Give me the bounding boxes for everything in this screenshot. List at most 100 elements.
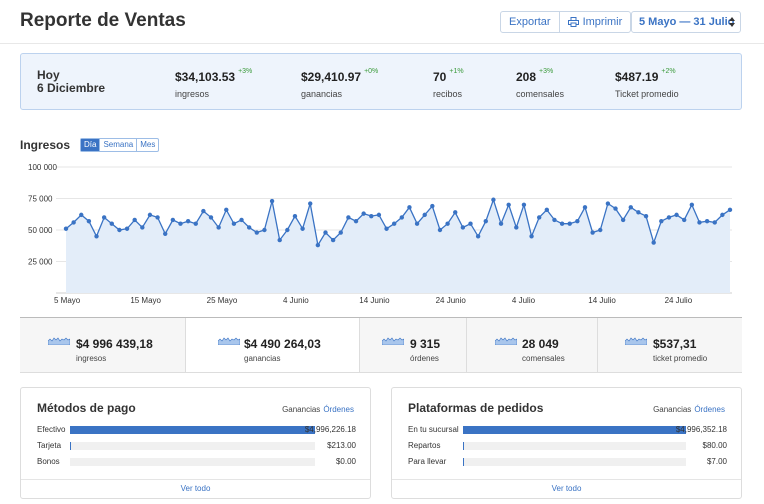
data-point[interactable] [483, 218, 488, 224]
data-point[interactable] [147, 212, 153, 218]
data-point[interactable] [170, 217, 176, 223]
data-point[interactable] [63, 226, 69, 231]
data-point[interactable] [391, 221, 397, 226]
data-point[interactable] [231, 221, 237, 226]
tab-dia[interactable]: Día [81, 139, 100, 151]
data-point[interactable] [163, 231, 168, 236]
data-point[interactable] [124, 226, 130, 231]
export-button[interactable]: Exportar [501, 12, 559, 32]
data-point[interactable] [674, 212, 679, 218]
data-point[interactable] [71, 220, 76, 225]
data-point[interactable] [659, 218, 664, 224]
data-point[interactable] [643, 213, 649, 219]
data-point[interactable] [704, 218, 710, 224]
data-point[interactable] [353, 218, 359, 224]
data-point[interactable] [361, 211, 366, 216]
data-point[interactable] [720, 212, 725, 218]
data-point[interactable] [712, 220, 717, 225]
data-point[interactable] [544, 207, 550, 213]
data-point[interactable] [132, 217, 137, 223]
data-point[interactable] [101, 215, 107, 220]
data-point[interactable] [628, 205, 633, 210]
data-point[interactable] [246, 225, 252, 230]
data-point[interactable] [285, 227, 290, 233]
data-point[interactable] [79, 212, 84, 218]
data-point[interactable] [506, 202, 511, 207]
view-all-link[interactable]: Ver todo [21, 479, 370, 498]
data-point[interactable] [308, 201, 313, 206]
data-point[interactable] [414, 221, 420, 226]
data-point[interactable] [636, 210, 641, 215]
data-point[interactable] [338, 230, 343, 235]
data-point[interactable] [445, 221, 450, 226]
data-point[interactable] [292, 213, 298, 219]
data-point[interactable] [727, 207, 733, 213]
data-point[interactable] [598, 227, 603, 233]
print-button[interactable]: Imprimir [558, 12, 631, 32]
total-ingresos[interactable]: $4 996 439,18 ingresos [20, 318, 185, 372]
data-point[interactable] [536, 215, 542, 220]
data-point[interactable] [453, 210, 458, 215]
data-point[interactable] [201, 208, 206, 214]
data-point[interactable] [575, 218, 580, 224]
data-point[interactable] [140, 225, 145, 230]
data-point[interactable] [178, 221, 183, 226]
tab-ordenes[interactable]: Órdenes [323, 405, 354, 414]
total-ordenes[interactable]: 9 315 órdenes [359, 318, 466, 372]
data-point[interactable] [369, 213, 374, 219]
data-point[interactable] [330, 237, 336, 243]
data-point[interactable] [376, 212, 382, 218]
total-ticket-promedio[interactable]: $537,31 ticket promedio [597, 318, 742, 372]
data-point[interactable] [430, 203, 435, 209]
data-point[interactable] [254, 230, 260, 235]
data-point[interactable] [514, 225, 519, 230]
data-point[interactable] [529, 234, 534, 239]
data-point[interactable] [682, 217, 687, 223]
data-point[interactable] [323, 230, 328, 235]
data-point[interactable] [697, 220, 702, 225]
data-point[interactable] [613, 206, 618, 211]
data-point[interactable] [384, 226, 389, 231]
data-point[interactable] [193, 221, 198, 226]
data-point[interactable] [559, 221, 565, 226]
data-point[interactable] [521, 202, 527, 207]
date-range-select[interactable]: 5 Mayo — 31 Julio [631, 11, 741, 33]
data-point[interactable] [346, 215, 351, 220]
tab-semana[interactable]: Semana [99, 139, 136, 151]
data-point[interactable] [315, 242, 321, 248]
data-point[interactable] [422, 212, 427, 218]
data-point[interactable] [239, 217, 244, 223]
data-point[interactable] [300, 226, 305, 231]
data-point[interactable] [155, 215, 160, 220]
data-point[interactable] [185, 218, 191, 224]
data-point[interactable] [475, 234, 481, 239]
data-point[interactable] [605, 201, 611, 206]
tab-ordenes[interactable]: Órdenes [694, 405, 725, 414]
total-comensales[interactable]: 28 049 comensales [466, 318, 597, 372]
data-point[interactable] [491, 197, 496, 202]
data-point[interactable] [666, 215, 672, 220]
view-all-link[interactable]: Ver todo [392, 479, 741, 498]
data-point[interactable] [269, 198, 275, 204]
tab-mes[interactable]: Mes [136, 139, 158, 151]
data-point[interactable] [582, 205, 588, 210]
data-point[interactable] [94, 234, 99, 239]
data-point[interactable] [407, 205, 412, 210]
data-point[interactable] [552, 217, 557, 223]
data-point[interactable] [224, 207, 229, 213]
data-point[interactable] [590, 230, 595, 235]
data-point[interactable] [86, 218, 92, 224]
data-point[interactable] [567, 221, 572, 226]
data-point[interactable] [117, 227, 122, 233]
total-ganancias[interactable]: $4 490 264,03 ganancias [185, 318, 359, 372]
data-point[interactable] [262, 227, 267, 233]
data-point[interactable] [620, 217, 626, 223]
data-point[interactable] [399, 215, 405, 220]
tab-ganancias[interactable]: Ganancias [282, 405, 321, 414]
data-point[interactable] [468, 221, 473, 226]
data-point[interactable] [460, 225, 466, 230]
data-point[interactable] [216, 225, 221, 230]
data-point[interactable] [689, 202, 695, 207]
tab-ganancias[interactable]: Ganancias [653, 405, 692, 414]
data-point[interactable] [651, 240, 656, 245]
